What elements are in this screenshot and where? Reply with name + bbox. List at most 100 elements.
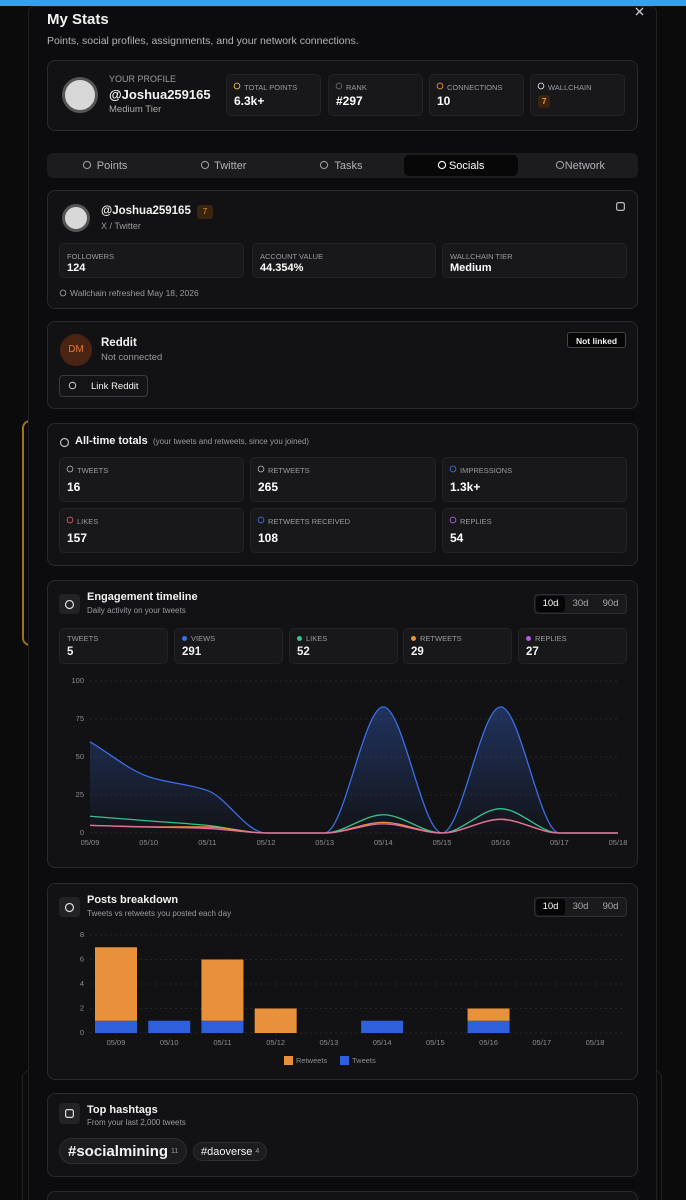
range-option[interactable]: 90d [602,901,619,912]
stat-label: TOTAL POINTS [244,83,298,92]
stat-value: 54 [450,531,464,545]
stat-value: 108 [258,531,279,545]
stat-label: FOLLOWERS [67,252,115,261]
summary-label: TWEETS [67,634,99,643]
summary-box [403,628,512,664]
card [47,1191,638,1200]
avatar [62,77,98,113]
profile-label: YOUR PROFILE [109,74,177,84]
range-option[interactable]: 10d [536,899,565,915]
name: Reddit [101,337,137,349]
tab[interactable]: Socials [403,155,518,176]
stat-box [59,508,244,553]
stat-box [226,74,321,116]
icon[interactable] [615,201,626,212]
chart-subtitle: Tweets vs retweets you posted each day [87,909,232,918]
icon [319,160,328,170]
stat-label: CONNECTIONS [447,83,503,92]
title: Top hashtags [87,1104,158,1116]
stat-label: WALLCHAIN [548,83,592,92]
hashtag-count: 4 [255,1148,260,1155]
link-button[interactable]: Link Reddit [59,375,148,397]
stat-value: 157 [67,531,88,545]
status: Not connected [101,352,163,363]
stat-value: 1.3k+ [450,480,481,494]
stat-box [442,457,627,502]
icon [64,902,75,913]
stat-label: RETWEETS [268,466,310,475]
summary-value: 29 [411,646,424,658]
range-option[interactable]: 30d [572,598,589,609]
icon [233,82,241,90]
badge: 7 [197,205,213,219]
dot [182,636,187,641]
hashtag-count: 11 [171,1147,179,1155]
summary-label: RETWEETS [420,634,462,643]
top-bar [0,0,686,6]
summary-box [518,628,627,664]
tab[interactable]: Tasks [334,159,363,172]
stat-label: WALLCHAIN TIER [450,252,513,261]
summary-value: 27 [526,646,539,658]
summary-label: REPLIES [535,634,567,643]
stat-value: 265 [258,480,279,494]
summary-box [289,628,398,664]
tab[interactable]: Twitter [214,159,247,172]
stat-box [442,243,627,278]
stat-label: IMPRESSIONS [460,466,513,475]
icon [437,160,446,170]
icon-box [59,897,80,917]
profile-tier: Medium Tier [109,104,162,115]
hashtag[interactable]: #socialmining 11 [59,1138,188,1164]
stat-box [252,243,436,278]
stat-box [442,508,627,553]
stat-box [429,74,524,116]
summary-box [174,628,283,664]
stat-label: RANK [346,83,367,92]
avatar [62,204,90,232]
handle: @Joshua259165 [101,205,191,217]
range-option[interactable]: 90d [602,598,619,609]
hashtag-text: #daoverse [201,1145,253,1158]
refreshed: Wallchain refreshed May 18, 2026 [70,288,199,298]
stat-box [250,508,436,553]
summary-box [59,628,168,664]
icon [436,82,444,90]
range-option[interactable]: 30d [572,901,589,912]
chart-title: Posts breakdown [87,894,179,906]
stat-value: 44.354% [260,262,304,274]
title: All-time totals [75,435,148,447]
stat-value: 10 [437,94,451,108]
icon [449,516,457,524]
icon-box [59,1103,80,1124]
icon [65,1109,74,1118]
stat-box [59,457,244,502]
hashtag-text: #socialmining [68,1142,169,1160]
summary-label: LIKES [306,634,328,643]
icon [82,160,92,170]
stat-label: LIKES [77,517,99,526]
chart-subtitle: Daily activity on your tweets [87,606,186,615]
stat-value: 16 [67,480,81,494]
icon [59,437,70,448]
icon [537,82,545,90]
tab[interactable]: Points [96,159,128,172]
tab[interactable]: Network [564,159,606,172]
stat-box [59,243,244,278]
close-button[interactable] [634,6,645,17]
title: My Stats [47,11,109,28]
profile-handle: @Joshua259165 [109,87,211,102]
icon [59,289,67,297]
stat-value: 7 [538,95,551,108]
icon [257,465,265,473]
summary-label: VIEWS [191,634,216,643]
stat-box [328,74,423,116]
hashtag[interactable]: #daoverse 4 [193,1142,268,1161]
avatar: DM [60,334,92,366]
stat-label: REPLIES [460,517,492,526]
range-option[interactable]: 10d [536,596,565,612]
subtitle: From your last 2,000 tweets [87,1118,186,1127]
platform: X / Twitter [101,221,141,231]
stat-label: TWEETS [77,466,109,475]
